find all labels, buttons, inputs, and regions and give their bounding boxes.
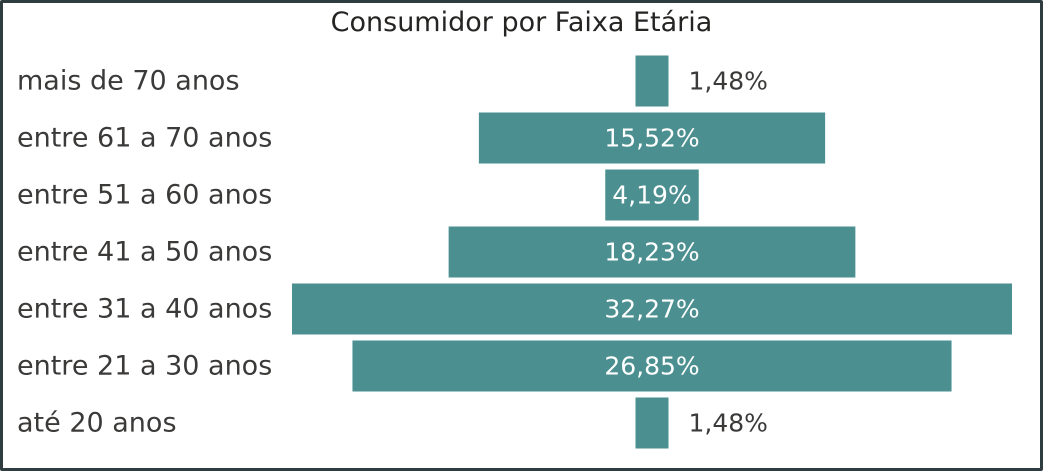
data-label: 18,23% [604,238,699,267]
category-label: até 20 anos [17,408,177,439]
funnel-bar[interactable] [292,283,1012,335]
data-label: 26,85% [604,352,699,381]
data-label: 32,27% [604,295,699,324]
funnel-bar[interactable] [478,112,826,164]
chart-title: Consumidor por Faixa Etária [330,7,713,38]
data-label: 1,48% [689,409,768,438]
funnel-bar[interactable] [605,169,699,221]
funnel-bar[interactable] [448,226,856,278]
data-label: 1,48% [689,67,768,96]
funnel-bar[interactable] [635,397,669,449]
category-label: mais de 70 anos [17,66,240,97]
data-label: 15,52% [604,124,699,153]
funnel-bar[interactable] [635,55,669,107]
funnel-bar[interactable] [352,340,952,392]
category-label: entre 31 a 40 anos [17,294,272,325]
category-label: entre 51 a 60 anos [17,180,272,211]
data-label: 4,19% [612,181,691,210]
funnel-chart: mais de 70 anos 1,48% entre 61 a 70 anos 15… [17,55,1012,449]
category-label: entre 61 a 70 anos [17,123,272,154]
category-label: entre 41 a 50 anos [17,237,272,268]
category-label: entre 21 a 30 anos [17,351,272,382]
